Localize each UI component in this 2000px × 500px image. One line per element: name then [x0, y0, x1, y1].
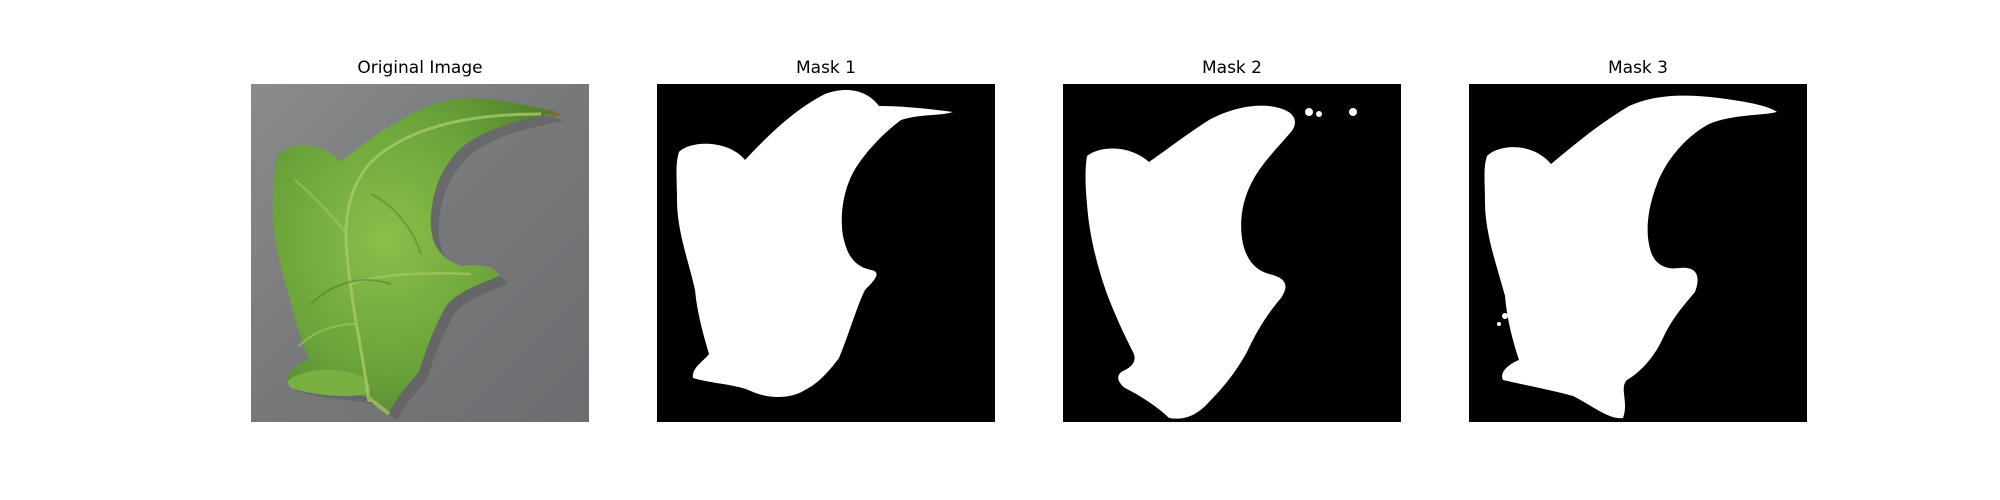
mask-3-region — [1484, 95, 1777, 419]
mask-2-panel — [1063, 84, 1401, 422]
mask-1-panel — [657, 84, 995, 422]
mask-1-region — [676, 90, 953, 397]
panel-title-original: Original Image — [357, 58, 483, 78]
leaf-photo — [251, 84, 589, 422]
mask-3-image — [1469, 84, 1807, 422]
mask-1-image — [657, 84, 995, 422]
original-image — [251, 84, 589, 422]
mask-3-panel — [1469, 84, 1807, 422]
leaflet — [287, 369, 371, 396]
leaf — [272, 98, 557, 412]
panel-title-mask-3: Mask 3 — [1607, 58, 1668, 78]
mask-2-region — [1085, 105, 1295, 419]
mask-2-image — [1063, 84, 1401, 422]
leaf-midrib — [344, 112, 542, 403]
panel-title-mask-1: Mask 1 — [795, 58, 856, 78]
panel-title-mask-2: Mask 2 — [1201, 58, 1262, 78]
